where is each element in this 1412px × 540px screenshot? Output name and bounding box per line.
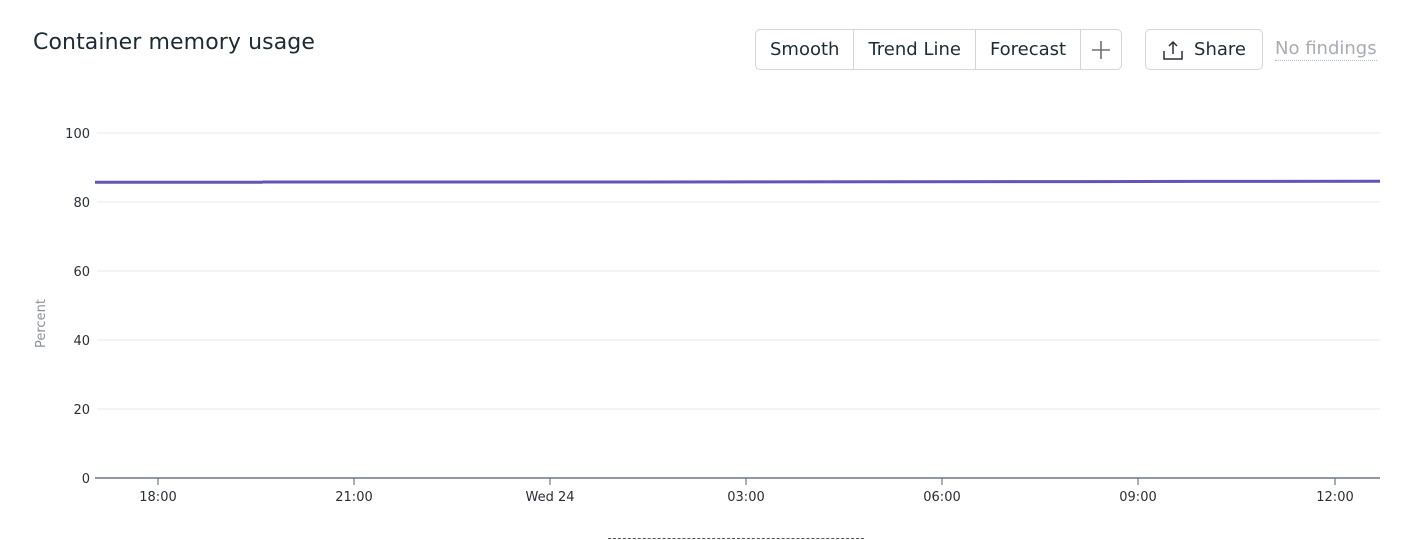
- add-function-button[interactable]: [1081, 30, 1121, 69]
- x-tick: 03:00: [727, 490, 764, 505]
- smooth-button[interactable]: Smooth: [756, 30, 855, 69]
- x-axis-tick-labels: 18:00 21:00 Wed 24 03:00 06:00 09:00 12:…: [139, 490, 1353, 505]
- forecast-button[interactable]: Forecast: [976, 30, 1082, 69]
- x-tick: Wed 24: [525, 490, 574, 505]
- y-tick: 40: [73, 334, 90, 349]
- x-tick: 09:00: [1119, 490, 1156, 505]
- memory-usage-series-line[interactable]: [95, 179, 1381, 184]
- upload-share-icon: [1163, 40, 1183, 60]
- y-tick: 20: [73, 403, 90, 418]
- trend-line-button[interactable]: Trend Line: [854, 30, 976, 69]
- chart-toolbar: Smooth Trend Line Forecast: [755, 29, 1123, 70]
- findings-link[interactable]: No findings: [1275, 38, 1377, 61]
- y-tick: 100: [65, 127, 90, 142]
- x-tick: 18:00: [139, 490, 176, 505]
- gridlines: [97, 132, 1380, 410]
- y-tick: 60: [73, 265, 90, 280]
- y-axis-ticks: 100 80 60 40 20 0: [65, 127, 90, 487]
- y-tick: 80: [73, 196, 90, 211]
- y-tick: 0: [82, 472, 90, 487]
- chart-resize-handle[interactable]: [608, 538, 864, 539]
- chart-title: Container memory usage: [33, 30, 316, 55]
- x-tick: 12:00: [1316, 490, 1353, 505]
- share-label: Share: [1194, 39, 1246, 60]
- analysis-button-group: Smooth Trend Line Forecast: [755, 29, 1123, 70]
- x-tick: 21:00: [335, 490, 372, 505]
- plus-icon: [1092, 40, 1111, 59]
- x-tick: 06:00: [923, 490, 960, 505]
- share-button[interactable]: Share: [1145, 29, 1263, 70]
- x-axis-ticks: [157, 478, 1336, 485]
